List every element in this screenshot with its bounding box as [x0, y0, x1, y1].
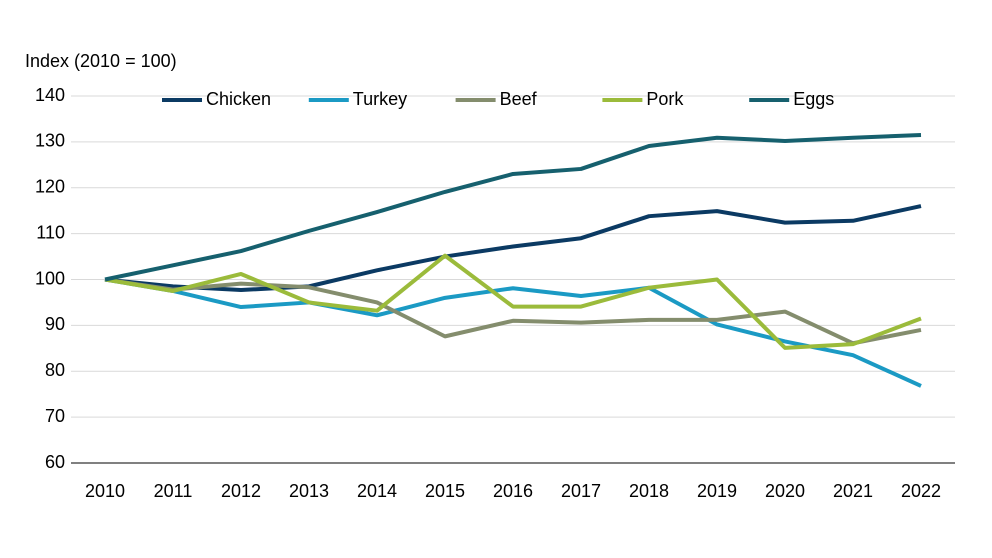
y-tick-label: 110 — [36, 222, 65, 242]
y-tick-label: 80 — [45, 360, 65, 380]
x-tick-label: 2014 — [357, 481, 397, 501]
x-tick-label: 2012 — [221, 481, 261, 501]
x-tick-label: 2022 — [901, 481, 941, 501]
x-tick-label: 2011 — [154, 481, 193, 501]
legend-label: Turkey — [353, 89, 407, 109]
x-tick-label: 2019 — [697, 481, 737, 501]
y-tick-label: 70 — [45, 406, 65, 426]
y-tick-label: 140 — [35, 85, 65, 105]
x-tick-label: 2020 — [765, 481, 805, 501]
series-line — [104, 253, 922, 350]
series-line — [104, 204, 922, 293]
series-line — [104, 132, 922, 282]
x-tick-label: 2021 — [833, 481, 873, 501]
series-line — [104, 277, 922, 388]
y-tick-label: 90 — [45, 314, 65, 334]
y-tick-label: 130 — [35, 131, 65, 151]
y-tick-label: 120 — [35, 177, 65, 197]
x-tick-label: 2010 — [85, 481, 125, 501]
x-tick-label: 2015 — [425, 481, 465, 501]
x-tick-label: 2016 — [493, 481, 533, 501]
legend-label: Beef — [500, 89, 538, 109]
legend-label: Eggs — [793, 89, 834, 109]
series-line — [104, 277, 922, 346]
y-axis-label: Index (2010 = 100) — [25, 51, 177, 71]
x-tick-label: 2013 — [289, 481, 329, 501]
y-tick-label: 100 — [35, 268, 65, 288]
x-tick-label: 2018 — [629, 481, 669, 501]
legend-label: Pork — [646, 89, 684, 109]
legend-label: Chicken — [206, 89, 271, 109]
x-tick-label: 2017 — [561, 481, 601, 501]
y-tick-label: 60 — [45, 452, 65, 472]
